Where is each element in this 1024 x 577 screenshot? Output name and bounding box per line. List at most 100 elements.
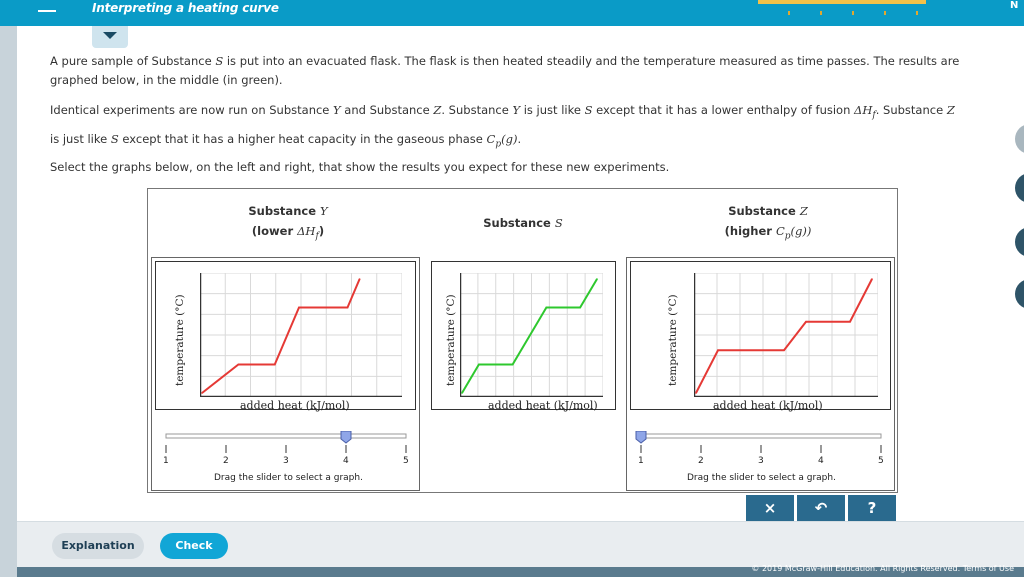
undo-button[interactable]: ↶ bbox=[797, 495, 845, 521]
progress-bar bbox=[758, 0, 926, 15]
variable: Y bbox=[320, 204, 328, 218]
side-nav-circle[interactable] bbox=[1015, 227, 1024, 257]
text: (higher bbox=[724, 224, 776, 238]
side-nav-circle[interactable] bbox=[1015, 124, 1024, 154]
check-button[interactable]: Check bbox=[160, 533, 228, 559]
slider-track bbox=[165, 433, 407, 439]
topbar-right-text: N bbox=[1010, 0, 1019, 11]
left-heating-curve-chart bbox=[200, 273, 402, 397]
right-slider-caption: Drag the slider to select a graph. bbox=[687, 473, 836, 483]
slider-handle bbox=[635, 431, 647, 444]
text: Identical experiments are now run on Sub… bbox=[50, 103, 334, 117]
graph-selection-panel: Substance Y (lower ΔHf) Substance S Subs… bbox=[147, 188, 898, 493]
slider-handle bbox=[340, 431, 352, 444]
left-slider-caption: Drag the slider to select a graph. bbox=[214, 473, 363, 483]
math-subscript: p bbox=[495, 139, 502, 150]
heating-curve-line bbox=[461, 278, 598, 394]
heating-curve-line bbox=[201, 278, 361, 394]
math-symbol: C bbox=[775, 224, 785, 238]
data-point bbox=[596, 278, 598, 280]
slider-tick-label: 2 bbox=[223, 456, 229, 466]
slider-tick-label: 1 bbox=[638, 456, 644, 466]
variable: S bbox=[215, 54, 224, 68]
text: Substance bbox=[483, 216, 555, 230]
left-strip bbox=[0, 26, 17, 577]
slider-tick-label: 5 bbox=[403, 456, 409, 466]
right-ylabel: temperature (°C) bbox=[667, 294, 679, 386]
instruction-paragraph-1: A pure sample of Substance S is put into… bbox=[50, 52, 1000, 90]
slider-tick-label: 3 bbox=[283, 456, 289, 466]
text: . Substance bbox=[441, 103, 513, 117]
explanation-button[interactable]: Explanation bbox=[52, 533, 144, 559]
math-subscript: f bbox=[872, 110, 876, 121]
clear-button[interactable]: × bbox=[746, 495, 794, 521]
slider-tick-label: 4 bbox=[343, 456, 349, 466]
undo-icon: ↶ bbox=[814, 499, 828, 517]
variable: Z bbox=[433, 103, 442, 117]
variable: Y bbox=[333, 103, 341, 117]
heating-curve-line bbox=[695, 278, 873, 394]
right-graph-slider[interactable] bbox=[635, 431, 887, 457]
slider-tick-label: 3 bbox=[758, 456, 764, 466]
instruction-paragraph-2: Identical experiments are now run on Sub… bbox=[50, 98, 1010, 157]
variable: S bbox=[554, 216, 563, 230]
text: and Substance bbox=[340, 103, 434, 117]
data-point bbox=[545, 306, 548, 309]
math-symbol: ΔH bbox=[297, 224, 316, 238]
data-point bbox=[237, 363, 240, 366]
data-point bbox=[511, 363, 514, 366]
text: (lower bbox=[251, 224, 298, 238]
right-column-title: Substance Z (higher Cp(g)) bbox=[668, 201, 868, 246]
side-nav-circle[interactable] bbox=[1015, 279, 1024, 309]
data-point bbox=[579, 306, 581, 309]
data-point bbox=[358, 278, 361, 280]
slider-track bbox=[640, 433, 882, 439]
left-column-title: Substance Y (lower ΔHf) bbox=[188, 201, 388, 246]
left-graph-slider[interactable] bbox=[160, 431, 412, 457]
data-point bbox=[805, 320, 807, 323]
data-point bbox=[478, 363, 480, 366]
right-heating-curve-chart bbox=[694, 273, 878, 397]
text: Substance bbox=[248, 204, 321, 218]
text: A pure sample of Substance bbox=[50, 54, 216, 68]
slider-tick-label: 4 bbox=[818, 456, 824, 466]
top-bar: Interpreting a heating curve N bbox=[0, 0, 1024, 26]
text: is just like bbox=[520, 103, 585, 117]
data-point bbox=[871, 278, 873, 280]
text: ) bbox=[318, 224, 325, 238]
math-subscript: p bbox=[784, 231, 791, 242]
left-xlabel: added heat (kJ/mol) bbox=[240, 399, 350, 412]
math-symbol: ΔH bbox=[854, 103, 873, 117]
help-button[interactable]: ? bbox=[848, 495, 896, 521]
left-ylabel: temperature (°C) bbox=[174, 294, 186, 386]
page-title: Interpreting a heating curve bbox=[92, 1, 279, 15]
close-icon: × bbox=[763, 499, 777, 517]
data-point bbox=[201, 392, 203, 394]
text: graphed below, in the middle (in green). bbox=[50, 73, 283, 87]
footer-text: © 2019 McGraw-Hill Education. All Rights… bbox=[751, 564, 1014, 573]
middle-xlabel: added heat (kJ/mol) bbox=[488, 399, 598, 412]
data-point bbox=[717, 349, 719, 352]
math-symbol: C bbox=[486, 132, 496, 147]
data-point bbox=[783, 349, 785, 352]
text: except that it has a higher heat capacit… bbox=[118, 132, 487, 147]
slider-tick-label: 1 bbox=[163, 456, 169, 466]
menu-icon[interactable] bbox=[38, 10, 56, 12]
right-xlabel: added heat (kJ/mol) bbox=[713, 399, 823, 412]
variable: S bbox=[110, 132, 119, 147]
data-point bbox=[273, 363, 276, 366]
middle-heating-curve-chart bbox=[460, 273, 603, 397]
text: is just like bbox=[50, 132, 111, 147]
text: . bbox=[517, 132, 522, 147]
footer: © 2019 McGraw-Hill Education. All Rights… bbox=[17, 564, 1024, 577]
collapse-button[interactable] bbox=[92, 26, 128, 48]
text: . Substance bbox=[875, 103, 947, 117]
chevron-down-icon bbox=[103, 32, 117, 39]
data-point bbox=[298, 306, 300, 309]
variable: Y bbox=[512, 103, 521, 117]
side-nav-circle[interactable] bbox=[1015, 173, 1024, 203]
data-point bbox=[346, 306, 349, 309]
slider-tick-label: 5 bbox=[878, 456, 884, 466]
data-point bbox=[461, 392, 463, 394]
text: Substance bbox=[728, 204, 800, 218]
